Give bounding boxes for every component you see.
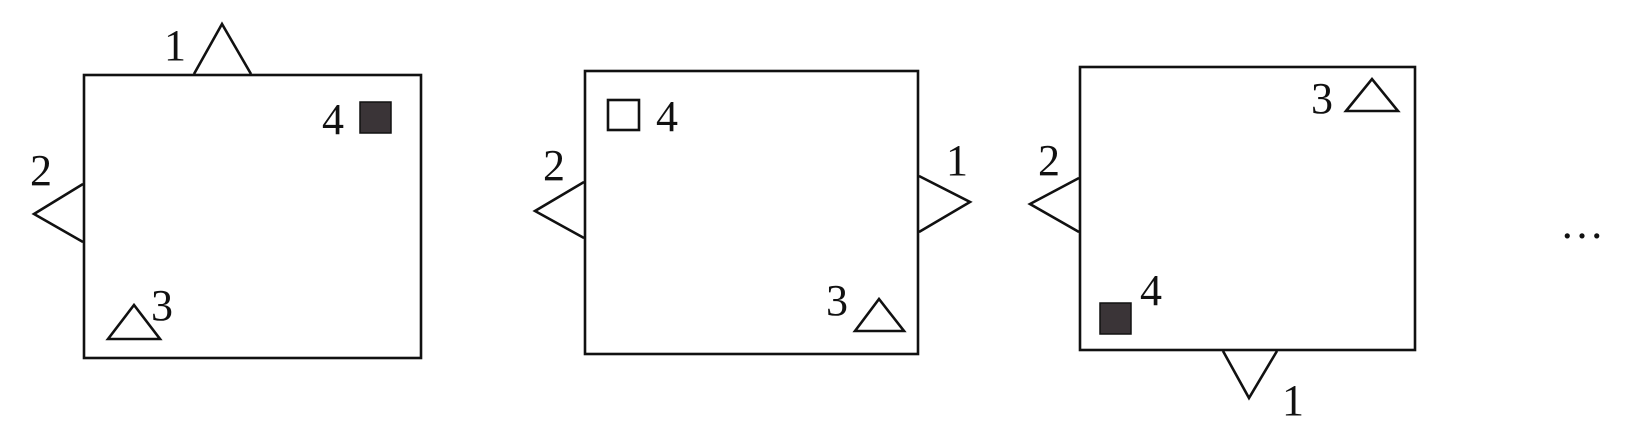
- panel-3-label-2: 2: [1038, 136, 1060, 185]
- panel-2-frame: [583, 69, 920, 356]
- panel-3-square-4-icon: [1099, 302, 1132, 335]
- panel-3-label-1: 1: [1282, 376, 1304, 425]
- panel-3-label-3: 3: [1311, 74, 1333, 123]
- panel-3: 3 2 4 1: [1027, 65, 1417, 425]
- panel-2: 4 2 1 3: [532, 69, 973, 356]
- panel-2-label-4: 4: [656, 92, 678, 141]
- continuation-ellipsis: …: [1560, 199, 1604, 248]
- panel-1-label-1: 1: [164, 21, 186, 70]
- panel-3-triangle-1-icon: [1221, 350, 1279, 401]
- panel-1-label-3: 3: [151, 281, 173, 330]
- panel-3-label-4: 4: [1140, 266, 1162, 315]
- panel-1-triangle-3-icon: [105, 302, 163, 341]
- panel-2-label-1: 1: [946, 136, 968, 185]
- panel-2-triangle-3-icon: [852, 296, 907, 333]
- panel-1-triangle-2-icon: [31, 182, 84, 244]
- panel-2-triangle-1-icon: [918, 174, 973, 234]
- panel-1: 1 2 3 4: [30, 21, 423, 360]
- panel-1-triangle-1-icon: [192, 21, 253, 75]
- panel-2-square-4-icon: [606, 98, 641, 132]
- panel-2-label-3: 3: [826, 276, 848, 325]
- panel-1-label-4: 4: [322, 95, 344, 144]
- panel-1-frame: [82, 73, 423, 360]
- panel-3-frame: [1078, 65, 1417, 352]
- panel-3-triangle-2-icon: [1027, 176, 1080, 234]
- panel-3-triangle-3-icon: [1343, 76, 1401, 113]
- panel-2-label-2: 2: [543, 141, 565, 190]
- panel-1-square-4-icon: [359, 101, 392, 134]
- panel-2-triangle-2-icon: [532, 180, 585, 240]
- panel-1-label-2: 2: [30, 146, 52, 195]
